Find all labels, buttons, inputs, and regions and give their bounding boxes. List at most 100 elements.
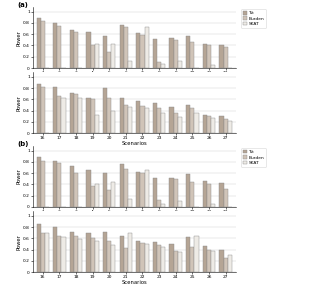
- Bar: [124, 169, 128, 207]
- Bar: [107, 98, 111, 133]
- Bar: [90, 238, 95, 272]
- Bar: [169, 244, 174, 272]
- Bar: [136, 172, 140, 207]
- Bar: [211, 118, 215, 133]
- Bar: [153, 39, 157, 68]
- Bar: [161, 203, 165, 207]
- Bar: [128, 107, 132, 133]
- Y-axis label: Power: Power: [16, 30, 21, 46]
- Bar: [194, 113, 198, 133]
- Bar: [70, 166, 74, 207]
- Bar: [78, 98, 82, 133]
- Bar: [223, 47, 228, 68]
- Bar: [86, 98, 90, 133]
- Bar: [211, 203, 215, 207]
- Bar: [111, 245, 115, 272]
- Bar: [78, 239, 82, 272]
- Bar: [161, 247, 165, 272]
- Bar: [140, 243, 144, 272]
- Bar: [103, 231, 107, 272]
- Bar: [90, 46, 95, 68]
- Bar: [144, 244, 149, 272]
- Bar: [136, 32, 140, 68]
- Bar: [157, 62, 161, 68]
- Bar: [161, 113, 165, 133]
- Bar: [211, 65, 215, 68]
- Bar: [37, 224, 41, 272]
- Bar: [124, 249, 128, 272]
- Bar: [86, 32, 90, 68]
- Bar: [157, 245, 161, 272]
- Bar: [203, 246, 207, 272]
- Bar: [45, 233, 49, 272]
- Bar: [103, 88, 107, 133]
- Bar: [169, 38, 174, 68]
- Bar: [153, 103, 157, 133]
- Bar: [219, 116, 223, 133]
- Legend: Tst, Burden, SKAT: Tst, Burden, SKAT: [241, 9, 266, 28]
- Bar: [186, 237, 190, 272]
- Bar: [203, 181, 207, 207]
- Bar: [70, 231, 74, 272]
- Bar: [228, 255, 232, 272]
- Bar: [111, 44, 115, 68]
- Bar: [70, 30, 74, 68]
- Bar: [207, 184, 211, 207]
- Bar: [57, 96, 61, 133]
- Bar: [119, 164, 124, 207]
- Text: (a): (a): [17, 2, 28, 8]
- Bar: [178, 252, 182, 272]
- Bar: [178, 201, 182, 207]
- Bar: [228, 121, 232, 133]
- Bar: [53, 87, 57, 133]
- Bar: [37, 84, 41, 133]
- Bar: [136, 101, 140, 133]
- Bar: [140, 35, 144, 68]
- Bar: [107, 241, 111, 272]
- Bar: [223, 119, 228, 133]
- Bar: [157, 108, 161, 133]
- Bar: [207, 46, 211, 68]
- Bar: [37, 157, 41, 207]
- Bar: [174, 113, 178, 133]
- Bar: [169, 178, 174, 207]
- Bar: [223, 258, 228, 272]
- Bar: [153, 178, 157, 207]
- Bar: [41, 21, 45, 68]
- Bar: [140, 173, 144, 207]
- Bar: [37, 19, 41, 68]
- Bar: [95, 241, 99, 272]
- Bar: [103, 36, 107, 68]
- Bar: [107, 190, 111, 207]
- Bar: [107, 52, 111, 68]
- Bar: [157, 200, 161, 207]
- Bar: [124, 27, 128, 68]
- Bar: [211, 251, 215, 272]
- Bar: [219, 183, 223, 207]
- Bar: [95, 44, 99, 68]
- Bar: [219, 250, 223, 272]
- Bar: [86, 170, 90, 207]
- X-axis label: Scenarios: Scenarios: [121, 280, 147, 285]
- Bar: [136, 241, 140, 272]
- Bar: [186, 105, 190, 133]
- Bar: [86, 233, 90, 272]
- Bar: [119, 235, 124, 272]
- Bar: [128, 61, 132, 68]
- Bar: [57, 26, 61, 68]
- Bar: [194, 236, 198, 272]
- Bar: [124, 105, 128, 133]
- Bar: [207, 116, 211, 133]
- Bar: [103, 173, 107, 207]
- Bar: [144, 108, 149, 133]
- X-axis label: Scenarios: Scenarios: [121, 141, 147, 146]
- Bar: [190, 182, 194, 207]
- Bar: [203, 115, 207, 133]
- Bar: [57, 235, 61, 272]
- Bar: [53, 23, 57, 68]
- Bar: [169, 107, 174, 133]
- Bar: [74, 94, 78, 133]
- Bar: [41, 233, 45, 272]
- Bar: [95, 115, 99, 133]
- Bar: [70, 93, 74, 133]
